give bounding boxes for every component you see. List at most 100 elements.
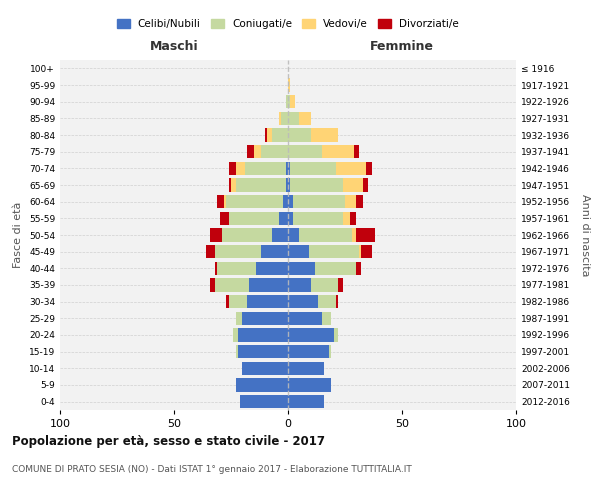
Bar	[222, 228, 272, 241]
Y-axis label: Fasce di età: Fasce di età	[13, 202, 23, 268]
Legend: Celibi/Nubili, Coniugati/e, Vedovi/e, Divorziati/e: Celibi/Nubili, Coniugati/e, Vedovi/e, Di…	[114, 16, 462, 32]
Bar	[299, 228, 352, 241]
Bar	[286, 95, 288, 108]
Bar	[288, 345, 329, 358]
Bar	[329, 345, 331, 358]
Bar	[268, 128, 272, 141]
Bar	[356, 262, 361, 275]
Bar	[220, 212, 229, 225]
Bar	[211, 228, 222, 241]
Bar	[288, 178, 290, 192]
Bar	[299, 112, 311, 125]
Bar	[217, 262, 256, 275]
Bar	[240, 395, 288, 408]
Text: Maschi: Maschi	[149, 40, 199, 53]
Bar	[238, 345, 288, 358]
Bar	[288, 245, 308, 258]
Bar	[293, 212, 343, 225]
Bar	[361, 245, 373, 258]
Bar	[260, 245, 288, 258]
Bar	[316, 262, 356, 275]
Bar	[356, 228, 374, 241]
Bar	[283, 195, 288, 208]
Bar	[293, 195, 345, 208]
Bar	[279, 112, 281, 125]
Y-axis label: Anni di nascita: Anni di nascita	[580, 194, 590, 276]
Bar	[272, 228, 288, 241]
Bar	[345, 195, 356, 208]
Bar	[288, 112, 299, 125]
Bar	[288, 395, 325, 408]
Bar	[290, 178, 343, 192]
Bar	[288, 162, 290, 175]
Bar	[206, 245, 215, 258]
Bar	[288, 278, 311, 291]
Bar	[256, 262, 288, 275]
Bar	[365, 162, 373, 175]
Bar	[338, 278, 343, 291]
Bar	[311, 128, 338, 141]
Bar	[247, 145, 254, 158]
Bar	[238, 328, 288, 342]
Bar	[260, 145, 288, 158]
Bar	[288, 262, 316, 275]
Bar	[288, 128, 311, 141]
Bar	[279, 212, 288, 225]
Bar	[322, 145, 354, 158]
Bar	[229, 295, 247, 308]
Bar	[288, 328, 334, 342]
Bar	[226, 295, 229, 308]
Text: COMUNE DI PRATO SESIA (NO) - Dati ISTAT 1° gennaio 2017 - Elaborazione TUTTITALI: COMUNE DI PRATO SESIA (NO) - Dati ISTAT …	[12, 465, 412, 474]
Bar	[265, 128, 268, 141]
Bar	[343, 212, 350, 225]
Bar	[336, 295, 338, 308]
Bar	[236, 162, 245, 175]
Bar	[343, 178, 363, 192]
Bar	[322, 312, 331, 325]
Bar	[288, 228, 299, 241]
Bar	[215, 262, 217, 275]
Bar	[242, 312, 288, 325]
Bar	[288, 295, 317, 308]
Bar	[229, 212, 279, 225]
Bar	[288, 78, 290, 92]
Bar	[336, 162, 365, 175]
Bar	[288, 312, 322, 325]
Bar	[317, 295, 336, 308]
Bar	[356, 195, 363, 208]
Bar	[242, 362, 288, 375]
Bar	[236, 345, 238, 358]
Bar	[229, 162, 236, 175]
Bar	[236, 378, 288, 392]
Bar	[254, 145, 260, 158]
Bar	[224, 195, 226, 208]
Bar	[334, 328, 338, 342]
Bar	[229, 178, 231, 192]
Bar	[231, 178, 236, 192]
Bar	[288, 362, 325, 375]
Bar	[350, 212, 356, 225]
Bar	[308, 245, 359, 258]
Bar	[211, 278, 215, 291]
Bar	[288, 95, 290, 108]
Bar	[247, 295, 288, 308]
Bar	[281, 112, 288, 125]
Bar	[215, 245, 260, 258]
Bar	[226, 195, 283, 208]
Bar	[245, 162, 286, 175]
Bar	[288, 145, 322, 158]
Bar	[311, 278, 338, 291]
Bar	[215, 278, 249, 291]
Bar	[236, 178, 286, 192]
Text: Popolazione per età, sesso e stato civile - 2017: Popolazione per età, sesso e stato civil…	[12, 435, 325, 448]
Bar	[354, 145, 359, 158]
Bar	[290, 162, 336, 175]
Bar	[236, 312, 242, 325]
Bar	[233, 328, 238, 342]
Bar	[286, 162, 288, 175]
Bar	[288, 212, 293, 225]
Bar	[217, 195, 224, 208]
Bar	[272, 128, 288, 141]
Bar	[363, 178, 368, 192]
Text: Femmine: Femmine	[370, 40, 434, 53]
